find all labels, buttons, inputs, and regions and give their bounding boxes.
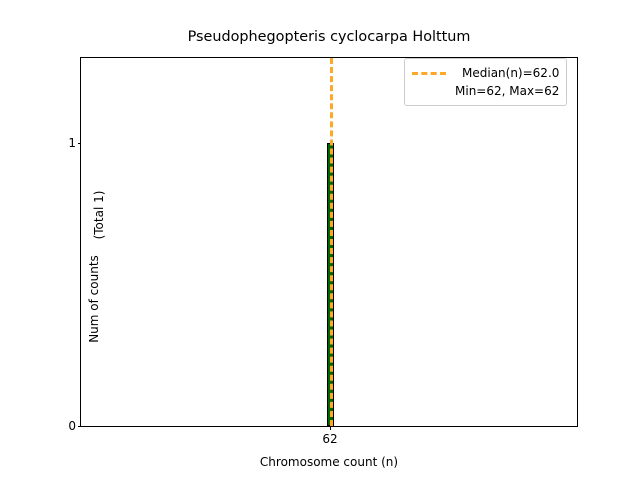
y-axis-label-sub: (Total 1) bbox=[92, 190, 106, 240]
legend-label-median: Median(n)=62.0 bbox=[462, 66, 560, 80]
x-axis-label: Chromosome count (n) bbox=[259, 455, 399, 469]
plot-area: 0 1 62 Num of counts (Total 1) bbox=[68, 57, 578, 446]
legend-labels: Median(n)=62.0 Min=62, Max=62 bbox=[455, 64, 559, 100]
median-line bbox=[330, 58, 333, 426]
y-tick-mark-1 bbox=[77, 142, 81, 144]
legend-item-minmax: Min=62, Max=62 bbox=[455, 82, 559, 100]
chart-legend: Median(n)=62.0 Min=62, Max=62 bbox=[404, 58, 568, 106]
x-tick-label-62: 62 bbox=[322, 432, 338, 446]
y-tick-label-1: 1 bbox=[68, 135, 76, 150]
y-tick-label-0: 0 bbox=[68, 419, 76, 433]
legend-body: Median(n)=62.0 Min=62, Max=62 bbox=[412, 64, 559, 100]
chart-title: Pseudophegopteris cyclocarpa Holttum bbox=[187, 29, 471, 45]
legend-sample-wrap bbox=[412, 64, 455, 82]
legend-item-median: Median(n)=62.0 bbox=[462, 64, 559, 82]
y-tick-mark-0 bbox=[77, 426, 81, 427]
x-tick-mark-62 bbox=[330, 426, 331, 430]
legend-label-minmax: Min=62, Max=62 bbox=[455, 84, 560, 98]
legend-dashed-line-icon bbox=[412, 71, 446, 75]
